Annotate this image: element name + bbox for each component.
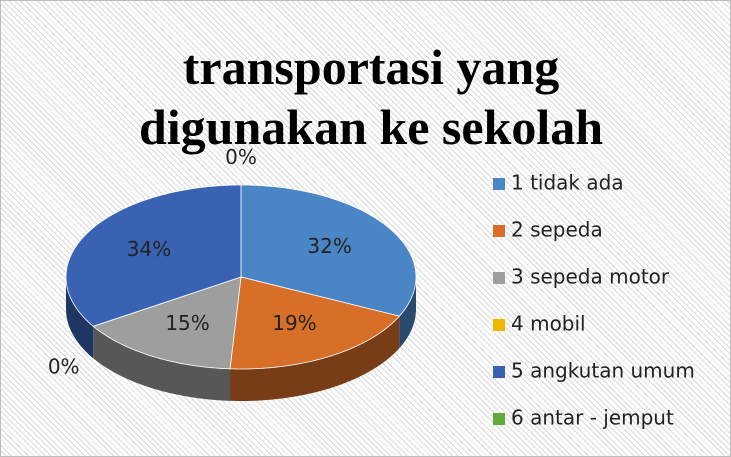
chart-title: transportasi yang digunakan ke sekolah	[138, 39, 604, 155]
legend-label: 5 angkutan umum	[511, 359, 695, 383]
legend-label: 6 antar - jemput	[511, 406, 674, 430]
slice-side	[93, 326, 231, 401]
data-label: 15%	[165, 311, 209, 335]
data-label: 0%	[48, 355, 80, 379]
legend-label: 4 mobil	[511, 312, 586, 336]
slice	[92, 276, 242, 370]
legend-swatch	[493, 413, 505, 425]
data-label: 34%	[127, 237, 171, 261]
data-label: 32%	[307, 234, 351, 258]
legend-swatch	[493, 366, 505, 378]
legend-swatch	[493, 178, 505, 190]
legend-swatch	[493, 319, 505, 331]
slice-side	[66, 277, 94, 359]
slice	[240, 184, 417, 317]
data-label: 19%	[272, 311, 316, 335]
data-label: 0%	[225, 145, 257, 169]
legend-label: 3 sepeda motor	[511, 265, 670, 289]
legend-label: 2 sepeda	[511, 218, 603, 242]
slice	[229, 276, 401, 370]
slice-side	[230, 316, 400, 401]
slice-side	[399, 277, 416, 349]
legend-swatch	[493, 272, 505, 284]
legend-label: 1 tidak ada	[511, 171, 624, 195]
slice	[65, 184, 242, 327]
legend-swatch	[493, 225, 505, 237]
